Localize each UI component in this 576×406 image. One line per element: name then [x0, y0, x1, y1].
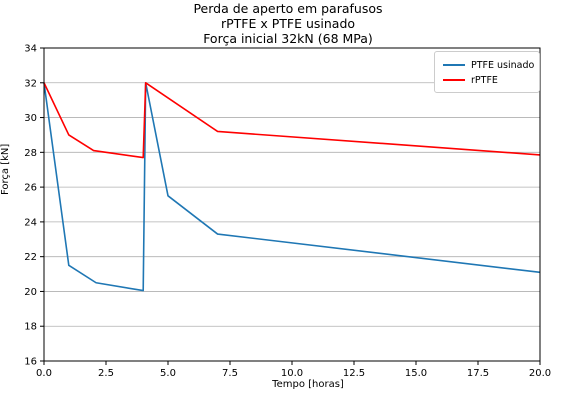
series-lines: [43, 81, 541, 292]
x-axis-ticks: 0.0 2.5 5.0 7.5 10.0 12.5 15.0 17.5 20.0: [36, 361, 551, 379]
legend-swatch: [443, 64, 465, 66]
y-tick-label: 20: [24, 287, 37, 298]
x-tick-label: 17.5: [467, 368, 489, 379]
x-tick-label: 20.0: [529, 368, 551, 379]
y-tick-label: 32: [24, 78, 37, 89]
y-axis-ticks: 16 18 20 22 24 26 28 30 32 34: [24, 44, 44, 368]
y-tick-label: 18: [24, 322, 37, 333]
plot-frame: [43, 47, 541, 362]
y-tick-label: 28: [24, 148, 37, 159]
x-tick-label: 10.0: [281, 368, 303, 379]
y-tick-label: 22: [24, 252, 37, 263]
series-line-rptfe: [43, 81, 541, 159]
chart-title-line-2: rPTFE x PTFE usinado: [220, 16, 356, 31]
series-line-ptfe-usinado: [43, 81, 541, 292]
x-tick-label: 2.5: [98, 368, 114, 379]
gridlines: [44, 47, 540, 362]
x-tick-label: 0.0: [36, 368, 52, 379]
legend-swatch: [443, 79, 465, 81]
y-tick-label: 16: [24, 357, 37, 368]
x-tick-label: 15.0: [405, 368, 427, 379]
legend-entry-rptfe: rPTFE: [443, 73, 498, 87]
chart-legend: PTFE usinado rPTFE: [434, 51, 540, 93]
y-axis-label: Força [kN]: [0, 143, 11, 195]
chart-title-line-1: Perda de aperto em parafusos: [193, 1, 383, 16]
legend-entry-ptfe-usinado: PTFE usinado: [443, 58, 534, 72]
legend-label: PTFE usinado: [471, 59, 535, 71]
legend-label: rPTFE: [471, 74, 498, 86]
x-tick-label: 5.0: [160, 368, 176, 379]
y-tick-label: 30: [24, 113, 37, 124]
chart-title-line-3: Força inicial 32kN (68 MPa): [203, 31, 373, 46]
x-tick-label: 7.5: [222, 368, 238, 379]
y-tick-label: 34: [24, 44, 37, 55]
x-axis-label: Tempo [horas]: [272, 379, 344, 390]
y-tick-label: 26: [24, 183, 37, 194]
y-tick-label: 24: [24, 217, 37, 228]
x-tick-label: 12.5: [343, 368, 365, 379]
